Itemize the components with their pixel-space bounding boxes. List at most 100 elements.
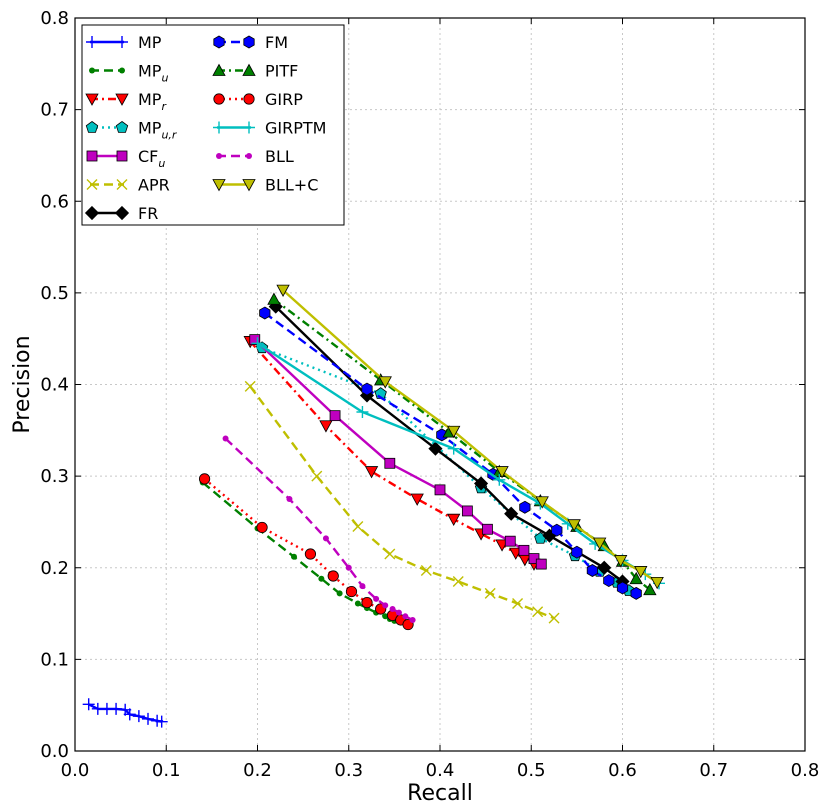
legend-label-main: GIRP (265, 90, 303, 109)
data-point-bll-c (593, 537, 607, 550)
data-point-mp-u (336, 590, 343, 597)
data-point-bll-c (650, 577, 664, 590)
data-point-bll (382, 602, 389, 609)
data-point-bll-c (378, 376, 392, 389)
data-point-fm (616, 581, 629, 595)
legend-label: MPu,r (138, 119, 178, 142)
data-point-fr (473, 476, 489, 491)
data-point-girptm (356, 405, 369, 418)
data-point-fr (597, 560, 612, 575)
legend-marker (116, 179, 128, 190)
data-point-bll (373, 595, 380, 602)
data-point-girptm (493, 473, 506, 486)
legend-entry-bll-c: BLL+C (212, 176, 318, 195)
series-girp (198, 473, 414, 631)
series-line-girp (203, 477, 409, 626)
legend-label: MP (138, 33, 162, 52)
y-tick-label: 0.4 (40, 375, 69, 396)
legend-marker (243, 93, 255, 105)
legend-marker (242, 179, 256, 192)
y-tick-label: 0.7 (40, 100, 69, 121)
data-point-fm (259, 306, 271, 320)
legend-marker (115, 121, 129, 133)
data-point-bll-c (495, 466, 509, 479)
data-point-mp (155, 715, 168, 728)
data-point-mp-u (354, 600, 361, 607)
legend-entry-fm: FM (213, 33, 288, 52)
data-point-fm (630, 586, 642, 600)
series-line-bll-c (282, 289, 658, 584)
series-line-cf-u (253, 338, 543, 566)
series-cf-u (249, 334, 547, 570)
data-point-mp (132, 710, 145, 723)
legend-label-subscript: r (161, 100, 167, 113)
y-tick-label: 0.2 (40, 558, 69, 579)
data-point-bll-c (535, 496, 549, 509)
data-point-apr (420, 565, 432, 576)
data-point-cf-u (535, 558, 547, 570)
y-tick-label: 0.0 (40, 741, 69, 762)
y-tick-label: 0.6 (40, 191, 69, 212)
legend-marker (84, 205, 100, 221)
legend-label-main: CF (138, 147, 158, 166)
legend-label-main: MP (138, 33, 162, 52)
y-tick-label: 0.1 (40, 649, 69, 670)
data-point-apr (311, 470, 323, 482)
legend-marker (86, 179, 98, 190)
data-point-mp (142, 712, 154, 725)
data-point-bll-c (567, 519, 581, 532)
legend-marker (86, 36, 98, 48)
series-apr (244, 380, 560, 624)
legend-marker (115, 93, 129, 106)
legend-entry-mp-u: MPu (89, 62, 168, 85)
x-tick-label: 0.4 (426, 760, 455, 781)
data-point-girp (327, 570, 339, 582)
legend-label: FR (138, 204, 158, 223)
legend-marker (116, 36, 128, 48)
legend-entry-girptm: GIRPTM (213, 119, 326, 138)
x-tick-label: 0.3 (334, 760, 363, 781)
data-point-bll (402, 613, 409, 620)
y-axis-label: Precision (10, 335, 35, 433)
data-point-girp (361, 596, 373, 609)
data-point-cf-u (461, 505, 473, 517)
legend-marker (86, 150, 98, 162)
legend-label: FM (265, 33, 288, 52)
legend-label-main: MP (138, 119, 162, 138)
data-point-cf-u (504, 535, 516, 547)
data-point-bll-c (276, 284, 290, 297)
legend-label-main: PITF (265, 62, 298, 81)
data-point-girp (256, 521, 268, 534)
series-line-apr (249, 385, 555, 620)
series-fr (268, 299, 630, 589)
data-point-pitf (643, 582, 657, 596)
legend-marker (85, 121, 99, 133)
series-mp (82, 698, 168, 728)
data-point-mp-r (364, 466, 379, 479)
data-point-apr (548, 612, 560, 624)
legend-marker (246, 153, 252, 159)
legend-label-main: BLL (265, 147, 294, 166)
x-axis-label: Recall (407, 781, 473, 806)
x-tick-label: 0.0 (61, 760, 90, 781)
y-tick-label: 0.3 (40, 466, 69, 487)
x-tick-label: 0.7 (699, 760, 728, 781)
legend-marker (212, 63, 226, 76)
series-pitf (267, 292, 657, 596)
data-point-apr (512, 597, 524, 609)
x-tick-label: 0.2 (243, 760, 272, 781)
data-point-mp-r (410, 493, 424, 506)
legend-marker (213, 93, 225, 105)
data-point-apr (244, 380, 256, 392)
legend-marker (243, 35, 255, 49)
legend-label-main: FR (138, 204, 158, 223)
data-point-fr (428, 441, 443, 456)
legend-label-main: GIRPTM (265, 119, 326, 138)
legend-marker (213, 121, 225, 134)
legend-marker (116, 150, 128, 162)
data-point-bll-c (614, 555, 628, 568)
data-point-apr (484, 587, 496, 599)
data-point-apr (352, 521, 364, 533)
data-point-girp (198, 473, 211, 485)
